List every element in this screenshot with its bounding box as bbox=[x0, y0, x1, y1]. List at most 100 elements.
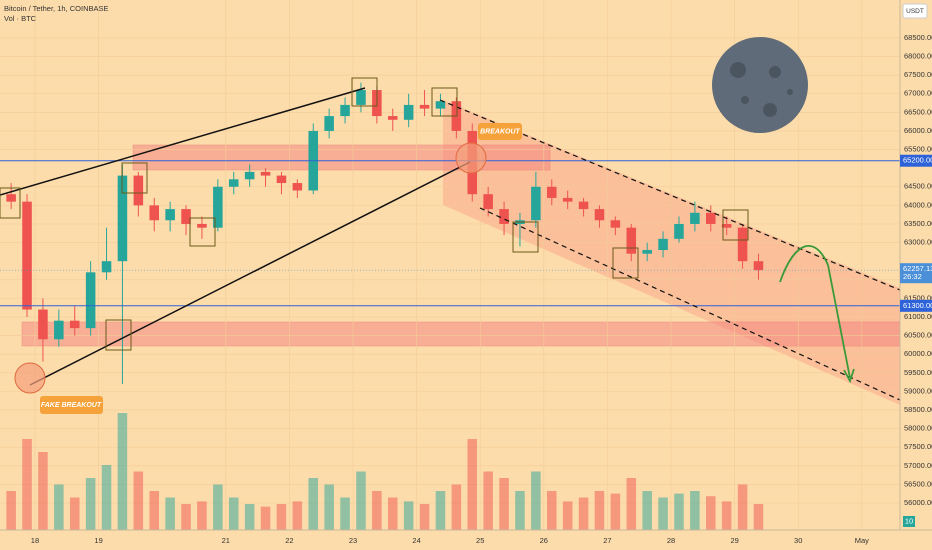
circle bbox=[14, 362, 46, 394]
crater bbox=[763, 103, 777, 117]
volume-bar bbox=[197, 501, 207, 530]
candle-body bbox=[594, 209, 605, 221]
annotation-box bbox=[478, 123, 522, 140]
y-tick-label: 63500.00 bbox=[904, 219, 932, 228]
candle-body bbox=[165, 209, 175, 221]
currency-button[interactable] bbox=[902, 3, 928, 19]
currency[interactable]: USDT bbox=[906, 8, 924, 15]
x-tick-label: 28 bbox=[667, 536, 675, 545]
y-tick-label: 68500.00 bbox=[904, 33, 932, 42]
support-zone bbox=[21, 321, 901, 347]
candle-body bbox=[419, 104, 430, 109]
level-tag bbox=[900, 299, 932, 312]
volume-bar bbox=[292, 501, 303, 530]
candle-body bbox=[562, 197, 573, 202]
candle-body bbox=[578, 201, 589, 210]
box bbox=[0, 187, 21, 219]
y-tick-label: 57000.00 bbox=[904, 461, 932, 470]
volume-bar bbox=[515, 491, 525, 530]
candle-body bbox=[674, 223, 684, 239]
candle-body bbox=[69, 320, 80, 329]
trendline bbox=[0, 87, 366, 196]
candle-body bbox=[403, 104, 414, 120]
volume-bar bbox=[260, 506, 271, 530]
y-tick-label: 66000.00 bbox=[904, 126, 932, 135]
countdown: 26:32 bbox=[903, 272, 922, 281]
candle-body bbox=[85, 272, 96, 329]
y-tick-label: 65500.00 bbox=[904, 145, 932, 154]
volume-bar bbox=[674, 493, 684, 530]
crater bbox=[741, 96, 749, 104]
volume-bar bbox=[435, 491, 446, 530]
volume-bar bbox=[483, 471, 493, 530]
candle-body bbox=[54, 320, 64, 340]
candle-body bbox=[387, 116, 398, 120]
volume-bar bbox=[244, 504, 255, 530]
volume-bar bbox=[594, 491, 605, 530]
box bbox=[189, 217, 216, 247]
x-tick-label: 30 bbox=[794, 536, 802, 545]
y-tick-label: 63000.00 bbox=[904, 238, 932, 247]
y-tick-label: 67000.00 bbox=[904, 89, 932, 98]
candle-body bbox=[133, 175, 144, 206]
volume-bar bbox=[642, 491, 652, 530]
volume-bar bbox=[531, 471, 541, 530]
volume-bar bbox=[387, 497, 398, 530]
candle-body bbox=[244, 171, 255, 180]
volume-bar bbox=[546, 491, 557, 530]
volume-bar bbox=[324, 484, 334, 530]
volume-bar bbox=[419, 504, 430, 530]
y-tick-label: 61000.00 bbox=[904, 312, 932, 321]
y-tick-label: 60500.00 bbox=[904, 331, 932, 340]
candle-body bbox=[546, 186, 557, 198]
y-tick-label: 68000.00 bbox=[904, 52, 932, 61]
chart-title: Bitcoin / Tether, 1h, COINBASE bbox=[4, 4, 109, 13]
candle-body bbox=[181, 209, 191, 224]
volume-bar bbox=[117, 413, 128, 530]
candle-body bbox=[499, 209, 509, 224]
candle-body bbox=[626, 227, 637, 254]
volume-bar bbox=[658, 497, 668, 530]
candle-body bbox=[690, 212, 700, 224]
volume-bar bbox=[451, 484, 462, 530]
level-label: 61300.00 bbox=[903, 301, 932, 310]
candle-body bbox=[483, 194, 493, 210]
volume-bar bbox=[6, 491, 16, 530]
volume-bar bbox=[499, 478, 509, 530]
candle-body bbox=[292, 183, 303, 191]
y-tick-label: 56000.00 bbox=[904, 498, 932, 507]
crater bbox=[787, 89, 793, 95]
indicator-label: Vol · BTC bbox=[4, 14, 37, 23]
x-tick-label: 19 bbox=[94, 536, 102, 545]
volume-bar bbox=[753, 504, 764, 530]
volume-bar bbox=[54, 484, 64, 530]
volume-bar bbox=[213, 484, 223, 530]
candle-body bbox=[117, 175, 128, 262]
x-tick-label: 25 bbox=[476, 536, 484, 545]
volume-bar bbox=[562, 501, 573, 530]
box bbox=[612, 247, 639, 279]
x-tick-label: 29 bbox=[730, 536, 738, 545]
x-tick-label: 24 bbox=[412, 536, 420, 545]
crater bbox=[769, 66, 781, 78]
last-price-tag bbox=[900, 263, 932, 284]
volume-label: 10 bbox=[905, 516, 913, 525]
drawings bbox=[0, 77, 901, 401]
y-tick-label: 59000.00 bbox=[904, 386, 932, 395]
candle-body bbox=[228, 179, 239, 187]
box bbox=[121, 162, 148, 194]
volume-bar bbox=[356, 471, 366, 530]
y-tick-label: 61500.00 bbox=[904, 293, 932, 302]
candle-body bbox=[101, 261, 112, 273]
y-tick-label: 64000.00 bbox=[904, 200, 932, 209]
candle-body bbox=[149, 205, 160, 221]
candle-body bbox=[6, 194, 16, 202]
volume-bar bbox=[85, 478, 96, 530]
y-tick-label: 66500.00 bbox=[904, 107, 932, 116]
moon bbox=[712, 37, 808, 133]
volume-bar bbox=[149, 491, 160, 530]
box bbox=[351, 77, 378, 107]
boxes bbox=[0, 77, 749, 351]
last-price-label: 62257.13 bbox=[903, 264, 932, 273]
